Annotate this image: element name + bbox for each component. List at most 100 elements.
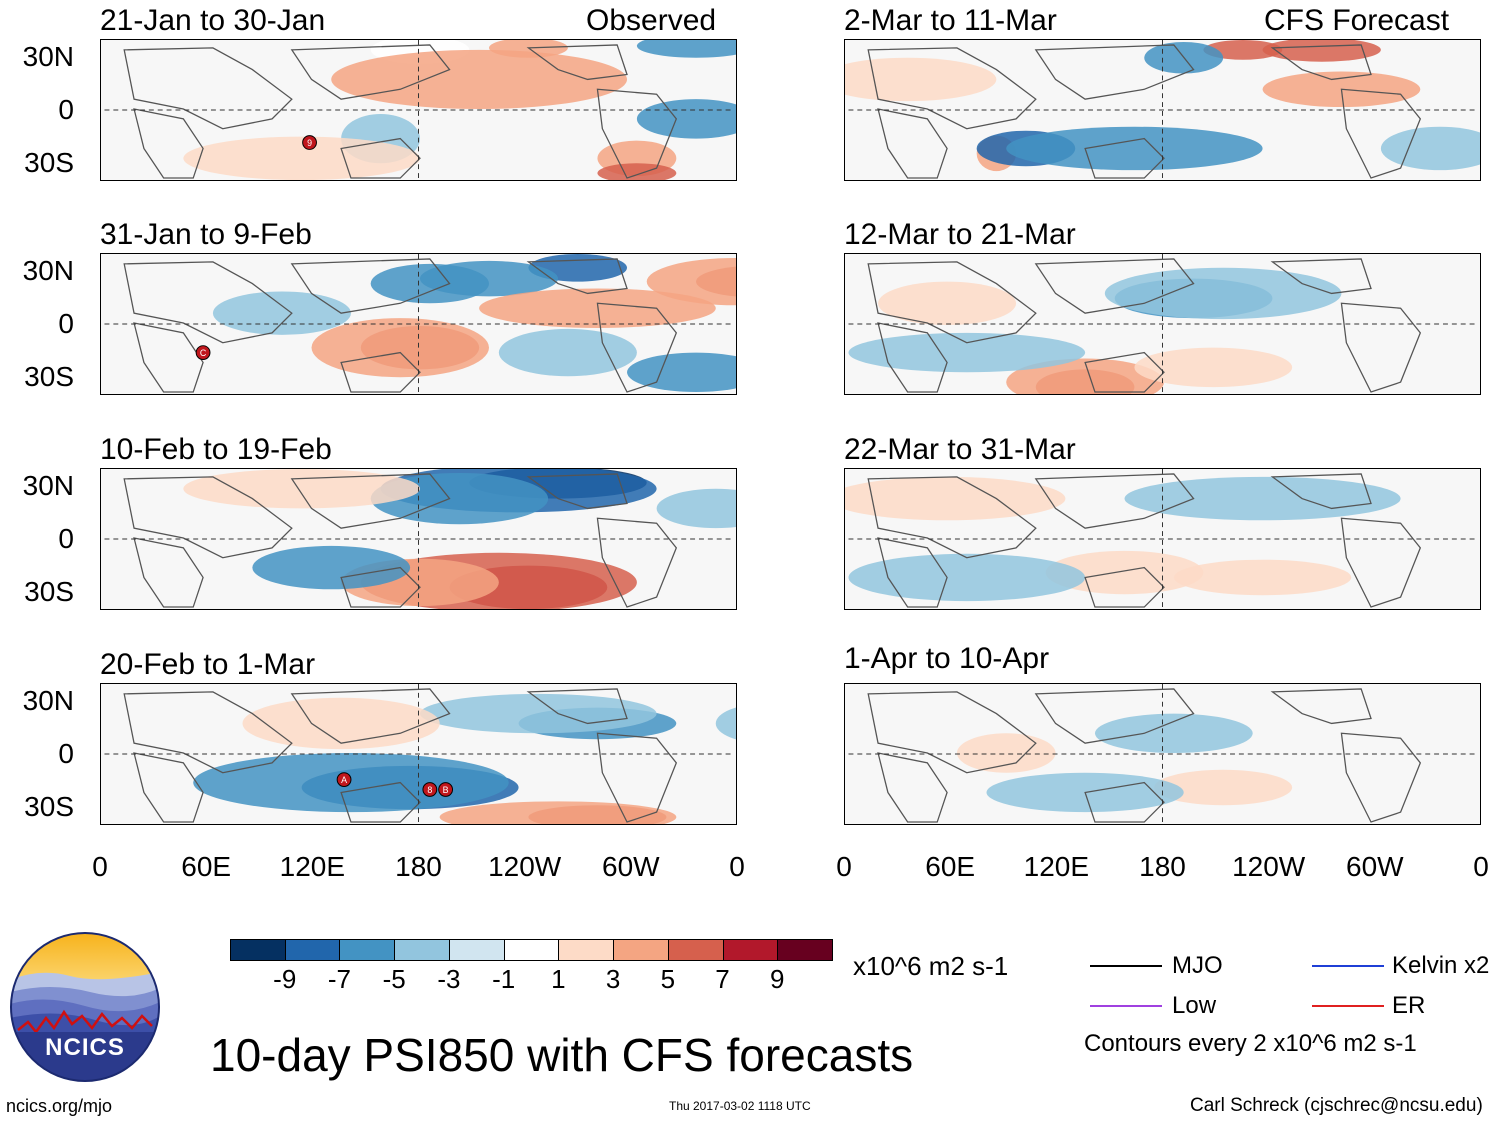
- anomaly-region: [419, 693, 657, 734]
- coastline: [1034, 473, 1195, 529]
- cyclone-marker: 8: [422, 782, 438, 797]
- lon-label: 0: [836, 851, 852, 882]
- contours-note: Contours every 2 x10^6 m2 s-1: [1084, 1030, 1417, 1057]
- panel-title-right-0: 2-Mar to 11-Mar: [844, 4, 1057, 37]
- coastline: [596, 88, 678, 179]
- anomaly-region: [845, 57, 997, 102]
- map-panel-left-0: 9: [100, 39, 737, 181]
- cyclone-marker: C: [195, 345, 211, 360]
- anomaly-region: [1203, 40, 1283, 60]
- lat-label: 30N: [22, 255, 74, 286]
- coastline: [133, 537, 204, 608]
- coastline: [1034, 44, 1195, 100]
- legend-label-low: Low: [1172, 992, 1217, 1019]
- coastline: [1084, 566, 1165, 608]
- colorbar-swatch: [339, 939, 396, 961]
- website-link[interactable]: ncics.org/mjo: [6, 1096, 113, 1116]
- coastline: [877, 752, 948, 823]
- map-panel-right-1: [844, 253, 1481, 395]
- colorbar-label: -3: [437, 964, 461, 994]
- cyclone-marker: B: [438, 782, 454, 797]
- lat-label: 30S: [24, 576, 74, 607]
- lon-label: 120W: [1232, 851, 1306, 882]
- coastline: [123, 476, 293, 559]
- coastline: [867, 47, 1037, 130]
- coastline: [596, 732, 678, 823]
- svg-text:B: B: [443, 785, 449, 795]
- coastline: [1270, 44, 1372, 81]
- lon-label: 120E: [279, 851, 346, 882]
- panel-title-left-1: 31-Jan to 9-Feb: [100, 218, 312, 251]
- coastline: [290, 258, 451, 314]
- anomaly-region: [656, 488, 736, 529]
- logo-text: NCICS: [45, 1034, 125, 1061]
- legend-line-er: [1312, 1005, 1384, 1007]
- map-panel-right-2: [844, 468, 1481, 610]
- anomaly-region: [1154, 769, 1293, 806]
- map-panel-right-3: [844, 683, 1481, 825]
- anomaly-region: [311, 318, 489, 378]
- anomaly-region: [845, 476, 1066, 521]
- coastline: [867, 691, 1037, 774]
- psi850-anomaly-map: [845, 469, 1477, 609]
- lat-label: 30S: [24, 791, 74, 822]
- anomaly-region: [193, 753, 509, 813]
- coastline: [133, 108, 204, 179]
- anomaly-region: [636, 99, 736, 139]
- legend-line-mjo: [1090, 965, 1162, 967]
- coastline: [340, 351, 421, 393]
- map-panel-left-3: A 8 B: [100, 683, 737, 825]
- coastline: [290, 44, 451, 100]
- panel-title-right-2: 22-Mar to 31-Mar: [844, 433, 1076, 466]
- coastline: [340, 137, 421, 179]
- coastline: [1340, 88, 1422, 179]
- coastline: [867, 261, 1037, 344]
- anomaly-region: [370, 263, 489, 304]
- lon-label: 60E: [181, 851, 232, 882]
- observed-label: Observed: [586, 4, 717, 37]
- timestamp: Thu 2017-03-02 1118 UTC: [669, 1099, 811, 1113]
- psi850-anomaly-map: [845, 40, 1480, 180]
- lat-label: 30S: [24, 147, 74, 178]
- lon-label: 0: [92, 851, 108, 882]
- anomaly-region: [183, 136, 420, 180]
- coastline: [290, 473, 451, 529]
- map-panel-left-2: [100, 468, 737, 610]
- coastline: [1270, 688, 1372, 725]
- legend-label-mjo: MJO: [1172, 952, 1223, 979]
- coastline: [526, 473, 628, 510]
- coastline: [867, 476, 1037, 559]
- coastline: [1084, 137, 1165, 179]
- colorbar-label: 1: [551, 964, 566, 994]
- ncics-logo-icon: [10, 932, 160, 1082]
- coastline: [1270, 473, 1372, 510]
- psi850-anomaly-map: A 8 B: [104, 684, 736, 824]
- colorbar-swatch: [777, 939, 833, 961]
- colorbar-swatch: [503, 939, 560, 961]
- panel-title-left-3: 20-Feb to 1-Mar: [100, 648, 316, 681]
- colorbar-label: 3: [605, 964, 621, 994]
- coastline: [526, 44, 628, 81]
- coastline: [123, 261, 293, 344]
- colorbar-swatch: [448, 939, 505, 961]
- coastline: [123, 47, 293, 130]
- colorbar-swatch: [230, 939, 286, 961]
- coastline: [877, 108, 948, 179]
- anomaly-region: [439, 801, 677, 824]
- coastline: [340, 566, 421, 608]
- colorbar-label: -1: [492, 964, 516, 994]
- colorbar-label: 5: [660, 964, 676, 994]
- lat-label: 30S: [24, 361, 74, 392]
- psi850-anomaly-map: [848, 254, 1477, 394]
- anomaly-region: [627, 352, 736, 393]
- colorbar-label: -5: [382, 964, 406, 994]
- colorbar-label: -7: [327, 964, 352, 994]
- psi850-anomaly-map: 9: [104, 40, 736, 180]
- coastline: [526, 258, 628, 295]
- legend-line-low: [1090, 1005, 1162, 1007]
- forecast-label: CFS Forecast: [1264, 4, 1450, 37]
- panel-title-left-2: 10-Feb to 19-Feb: [100, 433, 332, 466]
- colorbar-label: 7: [715, 964, 730, 994]
- anomaly-region: [1124, 476, 1401, 521]
- anomaly-region: [1134, 347, 1293, 388]
